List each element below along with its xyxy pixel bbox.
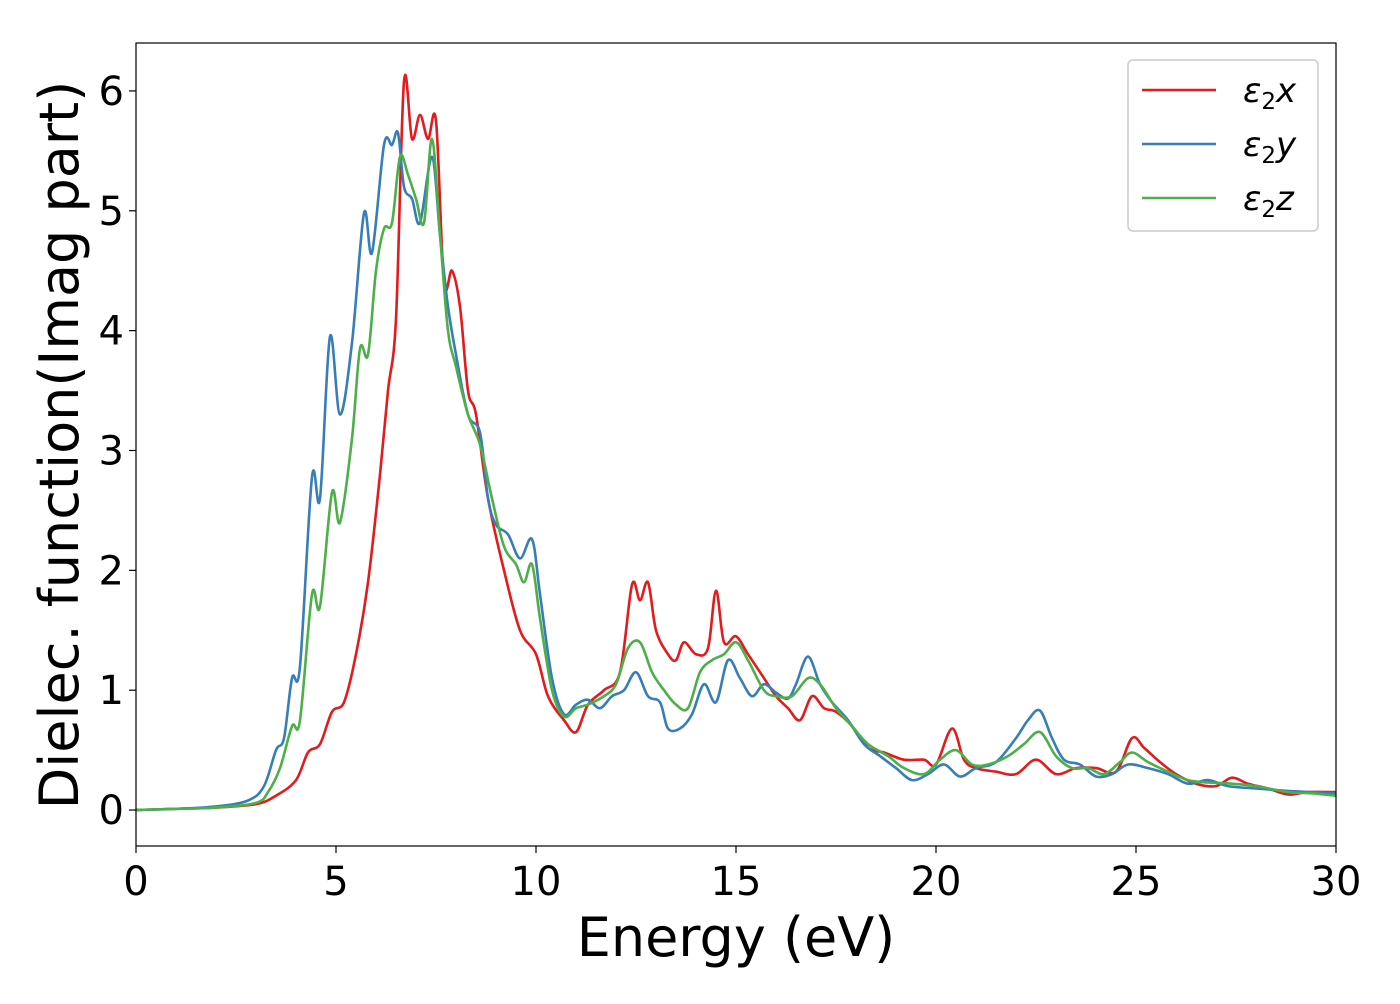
x-tick-label: 0 (123, 859, 148, 905)
y-tick-label: 2 (99, 548, 124, 594)
legend-label-y: ε2y (1243, 125, 1297, 169)
x-tick-label: 5 (323, 859, 348, 905)
legend-label-x: ε2x (1243, 71, 1297, 115)
y-tick-label: 0 (99, 788, 124, 834)
y-tick-label: 4 (99, 309, 124, 355)
series-line-z (135, 137, 1337, 812)
legend: ε2x ε2y ε2z (1127, 59, 1319, 232)
x-tick-label: 10 (511, 859, 562, 905)
y-tick-label: 6 (99, 69, 124, 115)
y-tick-label: 3 (99, 428, 124, 474)
x-tick-label: 15 (711, 859, 762, 905)
x-tick-label: 30 (1311, 859, 1362, 905)
x-axis-title: Energy (eV) (577, 906, 896, 969)
y-tick-label: 1 (99, 668, 124, 714)
series-line-y (135, 130, 1337, 812)
legend-box (1127, 59, 1319, 232)
x-tick-label: 25 (1111, 859, 1162, 905)
y-tick-label: 5 (99, 189, 124, 235)
x-tick-label: 20 (911, 859, 962, 905)
legend-label-z: ε2z (1243, 179, 1295, 223)
y-axis-title: Dielec. function(Imag part) (28, 81, 91, 810)
